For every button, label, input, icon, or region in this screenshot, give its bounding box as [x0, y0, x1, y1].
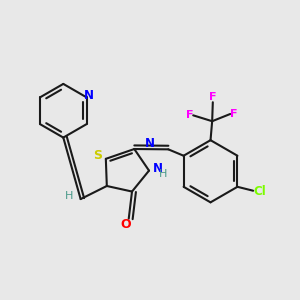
Text: N: N	[84, 89, 94, 102]
Text: H: H	[159, 169, 167, 179]
Text: H: H	[65, 191, 74, 202]
Text: F: F	[185, 110, 193, 120]
Text: O: O	[120, 218, 131, 231]
Text: N: N	[153, 163, 163, 176]
Text: Cl: Cl	[253, 185, 266, 198]
Text: F: F	[209, 92, 217, 102]
Text: S: S	[94, 149, 103, 162]
Text: F: F	[230, 109, 238, 119]
Text: N: N	[145, 137, 155, 150]
